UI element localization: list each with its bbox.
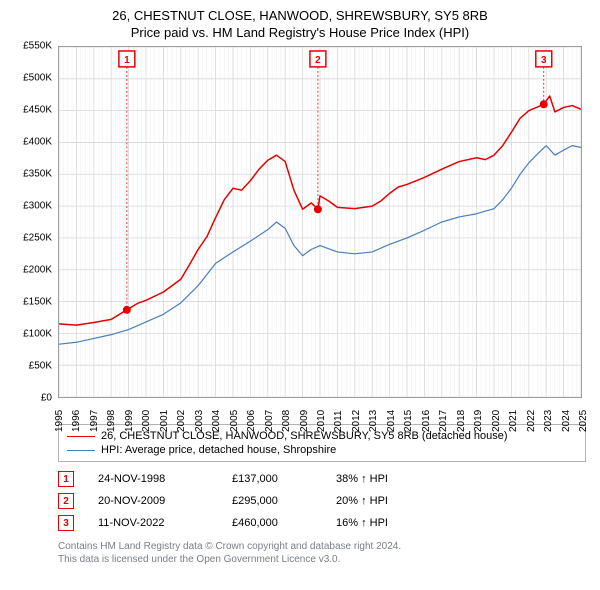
svg-text:3: 3 bbox=[541, 55, 547, 66]
marker-box-icon: 2 bbox=[58, 493, 74, 509]
chart-title-2: Price paid vs. HM Land Registry's House … bbox=[14, 25, 586, 40]
x-tick-label: 2012 bbox=[351, 410, 362, 432]
marker-date: 24-NOV-1998 bbox=[98, 473, 208, 485]
marker-pct: 16% ↑ HPI bbox=[336, 517, 446, 529]
x-tick-label: 2015 bbox=[403, 410, 414, 432]
x-tick-label: 2017 bbox=[438, 410, 449, 432]
marker-pct: 38% ↑ HPI bbox=[336, 473, 446, 485]
x-tick-label: 1996 bbox=[71, 410, 82, 432]
x-tick-label: 1997 bbox=[89, 410, 100, 432]
marker-row: 2 20-NOV-2009 £295,000 20% ↑ HPI bbox=[58, 490, 586, 512]
plot-area: 1 2 3 bbox=[58, 46, 582, 398]
marker-price: £137,000 bbox=[232, 473, 312, 485]
x-tick-label: 2004 bbox=[211, 410, 222, 432]
y-tick-label: £150K bbox=[23, 297, 52, 308]
y-tick-label: £200K bbox=[23, 265, 52, 276]
marker-box-icon: 3 bbox=[58, 515, 74, 531]
x-tick-label: 2022 bbox=[526, 410, 537, 432]
x-tick-label: 2016 bbox=[421, 410, 432, 432]
x-tick-label: 2009 bbox=[299, 410, 310, 432]
chart-title-1: 26, CHESTNUT CLOSE, HANWOOD, SHREWSBURY,… bbox=[14, 8, 586, 23]
footnote-line-2: This data is licensed under the Open Gov… bbox=[58, 553, 586, 566]
x-tick-label: 1998 bbox=[106, 410, 117, 432]
x-tick-label: 2002 bbox=[176, 410, 187, 432]
marker-row: 1 24-NOV-1998 £137,000 38% ↑ HPI bbox=[58, 468, 586, 490]
chart-svg: 1 2 3 bbox=[59, 47, 581, 397]
x-tick-label: 2005 bbox=[229, 410, 240, 432]
marker-box-icon: 1 bbox=[58, 471, 74, 487]
x-tick-label: 2023 bbox=[543, 410, 554, 432]
footnote-line-1: Contains HM Land Registry data © Crown c… bbox=[58, 540, 586, 553]
x-tick-label: 2018 bbox=[456, 410, 467, 432]
x-tick-label: 2000 bbox=[141, 410, 152, 432]
legend-label-1: HPI: Average price, detached house, Shro… bbox=[101, 444, 336, 456]
y-tick-label: £350K bbox=[23, 169, 52, 180]
marker-row: 3 11-NOV-2022 £460,000 16% ↑ HPI bbox=[58, 512, 586, 534]
x-tick-label: 2001 bbox=[159, 410, 170, 432]
x-tick-label: 2019 bbox=[473, 410, 484, 432]
y-tick-label: £0 bbox=[41, 393, 52, 404]
x-tick-label: 2021 bbox=[508, 410, 519, 432]
marker-date: 20-NOV-2009 bbox=[98, 495, 208, 507]
x-axis-labels: 1995199619971998199920002001200220032004… bbox=[58, 398, 582, 420]
x-tick-label: 2013 bbox=[368, 410, 379, 432]
chart-area: £0 £50K £100K £150K £200K £250K £300K £350K £400… bbox=[14, 46, 586, 418]
y-tick-label: £100K bbox=[23, 329, 52, 340]
markers-table: 1 24-NOV-1998 £137,000 38% ↑ HPI 2 20-NOV-200… bbox=[58, 468, 586, 534]
legend-swatch-0 bbox=[67, 436, 95, 437]
x-tick-label: 1995 bbox=[54, 410, 65, 432]
legend-item-series-1: HPI: Average price, detached house, Shro… bbox=[67, 443, 577, 457]
marker-price: £295,000 bbox=[232, 495, 312, 507]
marker-date: 11-NOV-2022 bbox=[98, 517, 208, 529]
x-tick-label: 2010 bbox=[316, 410, 327, 432]
x-tick-label: 2011 bbox=[333, 410, 344, 432]
y-tick-label: £450K bbox=[23, 105, 52, 116]
y-tick-label: £250K bbox=[23, 233, 52, 244]
x-tick-label: 2014 bbox=[386, 410, 397, 432]
y-tick-label: £500K bbox=[23, 73, 52, 84]
footnote: Contains HM Land Registry data © Crown c… bbox=[58, 540, 586, 566]
x-tick-label: 2008 bbox=[281, 410, 292, 432]
y-tick-label: £550K bbox=[23, 41, 52, 52]
x-tick-label: 2020 bbox=[491, 410, 502, 432]
y-tick-label: £50K bbox=[29, 361, 52, 372]
x-tick-label: 2025 bbox=[578, 410, 589, 432]
x-tick-label: 2006 bbox=[246, 410, 257, 432]
y-axis-labels: £0£50K£100K£150K£200K£250K£300K£350K£400… bbox=[14, 46, 54, 398]
x-tick-label: 2024 bbox=[561, 410, 572, 432]
svg-text:2: 2 bbox=[315, 55, 321, 66]
x-tick-label: 1999 bbox=[124, 410, 135, 432]
y-tick-label: £400K bbox=[23, 137, 52, 148]
x-tick-label: 2007 bbox=[264, 410, 275, 432]
y-tick-label: £300K bbox=[23, 201, 52, 212]
svg-text:1: 1 bbox=[124, 55, 130, 66]
marker-pct: 20% ↑ HPI bbox=[336, 495, 446, 507]
marker-price: £460,000 bbox=[232, 517, 312, 529]
legend-swatch-1 bbox=[67, 450, 95, 451]
x-tick-label: 2003 bbox=[194, 410, 205, 432]
